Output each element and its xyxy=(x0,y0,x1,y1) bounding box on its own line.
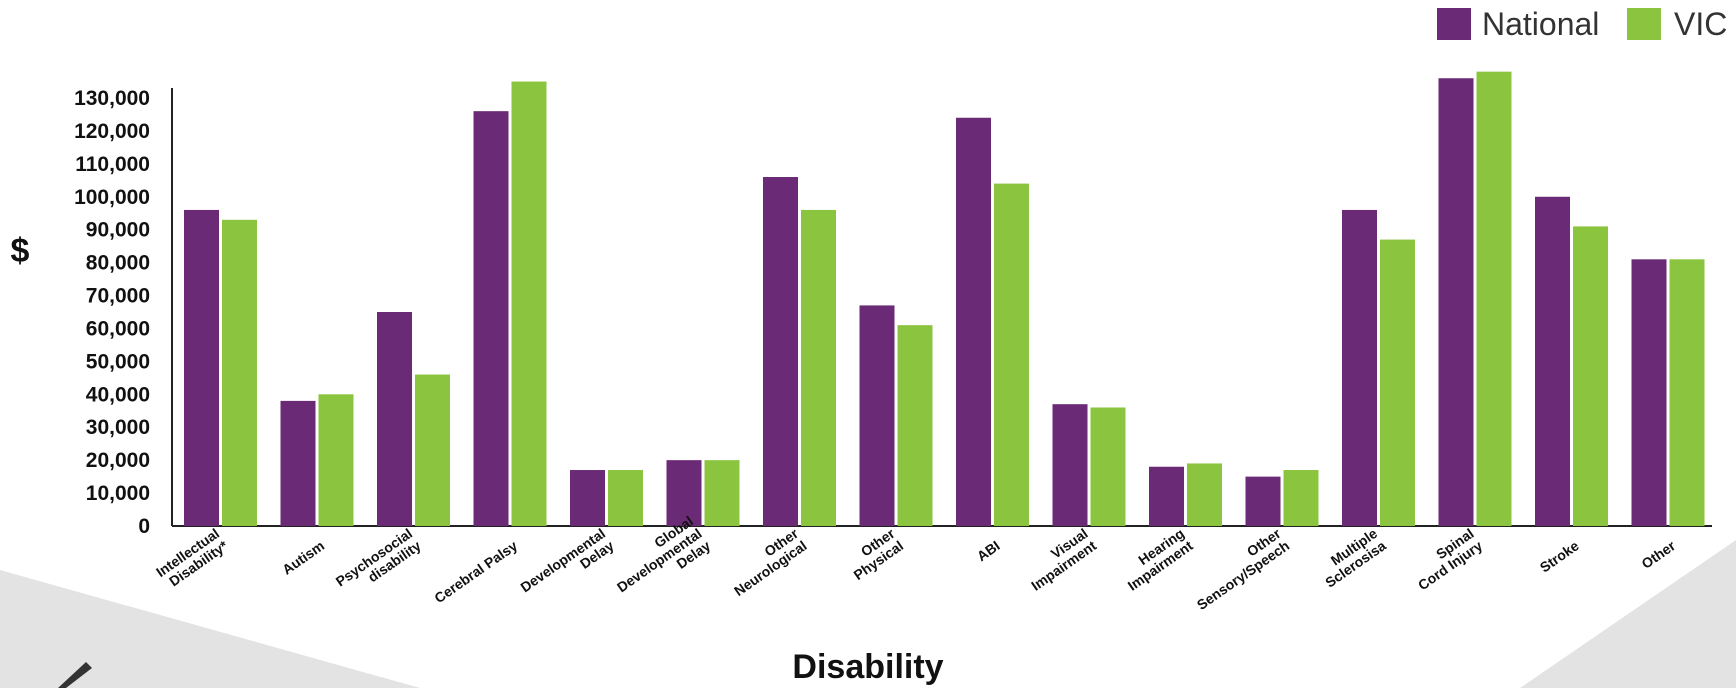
x-tick-label: IntellectualDisability* xyxy=(153,525,231,593)
x-tick-label: OtherPhysical xyxy=(842,525,907,583)
bar-national xyxy=(666,460,702,526)
x-tick-label: Cerebral Palsy xyxy=(431,537,520,606)
bar-vic xyxy=(1476,71,1512,527)
legend-swatch-vic xyxy=(1627,8,1661,40)
bar-vic xyxy=(1187,463,1222,526)
legend-label-national: National xyxy=(1482,6,1599,42)
y-axis-ticks: 0 10,000 20,000 30,000 40,000 50,000 60,000 70,… xyxy=(74,87,150,538)
x-tick-label: HearingImpairment xyxy=(1116,525,1196,594)
x-tick-label: Stroke xyxy=(1537,537,1582,575)
x-tick-label: VisualImpairment xyxy=(1020,525,1100,594)
bar-national xyxy=(1342,209,1377,526)
bar-vic xyxy=(1669,259,1705,526)
x-tick-label: Psychosocialdisability xyxy=(333,525,424,602)
x-axis-ticks: IntellectualDisability* Autism Psychosocia… xyxy=(153,513,1679,613)
bar-national xyxy=(1052,404,1088,526)
legend-swatch-national xyxy=(1437,8,1471,40)
bars xyxy=(184,71,1705,527)
background-shape-left xyxy=(0,570,420,688)
legend-label-vic: VIC xyxy=(1674,6,1727,42)
x-tick-label: MultipleSclerosisa xyxy=(1314,525,1389,591)
y-tick-label: 80,000 xyxy=(86,252,150,275)
x-axis-title: Disability xyxy=(792,648,943,686)
y-tick-label: 70,000 xyxy=(86,285,150,308)
y-axis-label: $ xyxy=(11,232,30,270)
y-tick-label: 120,000 xyxy=(74,120,150,143)
y-tick-label: 110,000 xyxy=(75,153,150,176)
y-tick-label: 40,000 xyxy=(86,383,150,406)
bar-vic xyxy=(801,209,836,526)
bar-vic xyxy=(511,81,547,527)
bar-national xyxy=(1245,476,1281,526)
bar-vic xyxy=(415,374,450,526)
x-tick-label: Other xyxy=(1638,537,1678,572)
x-tick-label: OtherNeurological xyxy=(722,525,810,599)
y-tick-label: 20,000 xyxy=(86,449,150,472)
y-tick-label: 90,000 xyxy=(86,219,150,242)
decorative-pen-icon xyxy=(58,662,92,688)
bar-national xyxy=(1438,78,1474,526)
y-tick-label: 0 xyxy=(138,515,150,538)
bar-national xyxy=(1535,196,1570,526)
bar-national xyxy=(570,470,605,526)
bar-vic xyxy=(1090,407,1126,526)
y-tick-label: 10,000 xyxy=(86,482,150,505)
legend: National VIC xyxy=(1437,6,1727,42)
y-tick-label: 130,000 xyxy=(74,87,150,110)
background-shape-right xyxy=(1520,540,1736,688)
x-tick-label: DevelopmentalDelay xyxy=(517,525,617,608)
x-tick-label: ABI xyxy=(974,537,1003,564)
bar-national xyxy=(859,305,895,526)
bar-national xyxy=(473,111,509,527)
x-tick-label: Autism xyxy=(279,537,327,577)
bar-vic xyxy=(318,394,354,526)
bar-vic xyxy=(994,183,1029,526)
bar-vic xyxy=(897,325,933,526)
y-tick-label: 50,000 xyxy=(86,350,150,373)
y-tick-label: 60,000 xyxy=(86,317,150,340)
bar-national xyxy=(763,177,798,526)
x-tick-label: SpinalCord Injury xyxy=(1406,525,1485,593)
bar-vic xyxy=(222,219,257,527)
bar-national xyxy=(280,400,316,526)
bar-national xyxy=(184,209,219,526)
bar-vic xyxy=(608,470,643,526)
bar-vic xyxy=(1380,239,1415,527)
bar-vic xyxy=(1573,226,1608,526)
x-tick-label: OtherSensory/Speech xyxy=(1185,525,1292,613)
y-tick-label: 100,000 xyxy=(74,186,150,209)
bar-vic xyxy=(1283,470,1319,526)
bar-national xyxy=(956,117,991,526)
bar-vic xyxy=(704,460,740,526)
y-tick-label: 30,000 xyxy=(86,416,150,439)
bar-national xyxy=(1149,466,1184,526)
bar-national xyxy=(377,312,412,526)
bar-national xyxy=(1631,259,1667,526)
